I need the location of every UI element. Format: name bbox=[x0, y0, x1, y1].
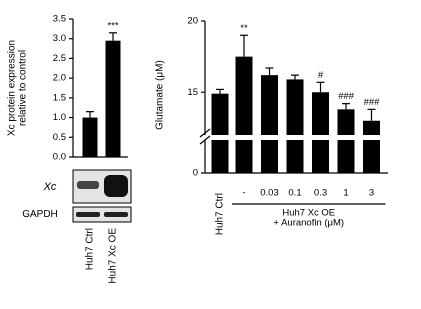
y-axis-label: Glutamate (μM) bbox=[155, 60, 166, 130]
blot-band bbox=[77, 181, 99, 189]
bar bbox=[82, 117, 98, 157]
x-tick-label: 0.3 bbox=[314, 188, 327, 199]
significance: ** bbox=[240, 23, 248, 34]
bar bbox=[337, 109, 355, 173]
bar bbox=[261, 75, 278, 173]
y-tick-label: 0.0 bbox=[53, 152, 66, 163]
significance: *** bbox=[107, 20, 118, 31]
bar bbox=[211, 93, 229, 173]
y-tick-label: 1.0 bbox=[53, 112, 66, 123]
blot-band bbox=[104, 212, 128, 217]
bar bbox=[286, 79, 304, 173]
blot-band bbox=[104, 175, 128, 197]
x-tick-label: Huh7 Ctrl bbox=[85, 228, 96, 270]
y-tick-label: 0 bbox=[193, 168, 198, 179]
y-tick-label: 2.0 bbox=[53, 73, 66, 84]
x-tick-label: 0.1 bbox=[288, 188, 301, 199]
bar bbox=[105, 40, 121, 157]
blot-label: GAPDH bbox=[22, 209, 58, 220]
x-tick-label: - bbox=[242, 188, 245, 199]
y-tick-label: 15 bbox=[187, 87, 198, 98]
y-axis-label: relative to control bbox=[18, 50, 29, 126]
x-tick-label: 3 bbox=[369, 188, 374, 199]
group-label: Huh7 Xc OE bbox=[282, 208, 335, 219]
x-tick-label: 1 bbox=[343, 188, 348, 199]
y-tick-label: 3.5 bbox=[53, 14, 66, 25]
group-label: + Auranofin (μM) bbox=[273, 218, 344, 229]
x-tick-label: 0.03 bbox=[260, 188, 279, 199]
y-tick-label: 2.5 bbox=[53, 53, 66, 64]
y-axis-label: Xc protein expression bbox=[7, 40, 18, 136]
axis-break-mark bbox=[199, 128, 211, 138]
x-tick-label: Huh7 Xc OE bbox=[108, 228, 119, 284]
significance: ### bbox=[338, 91, 355, 102]
bar bbox=[312, 92, 329, 173]
y-tick-label: 20 bbox=[187, 16, 198, 27]
blot-band bbox=[76, 212, 100, 217]
bar bbox=[235, 56, 253, 173]
bar bbox=[363, 120, 380, 173]
blot-label: Xc bbox=[43, 181, 57, 193]
y-tick-label: 0.5 bbox=[53, 132, 66, 143]
y-tick-label: 3.0 bbox=[53, 33, 66, 44]
axis-break-mark bbox=[199, 135, 211, 145]
axis-break-gap bbox=[206, 135, 389, 140]
significance: ### bbox=[364, 97, 381, 108]
y-tick-label: 1.5 bbox=[53, 92, 66, 103]
blot-panel bbox=[72, 206, 132, 223]
x-tick-label: Huh7 Ctrl bbox=[215, 193, 226, 235]
significance: # bbox=[318, 70, 324, 81]
